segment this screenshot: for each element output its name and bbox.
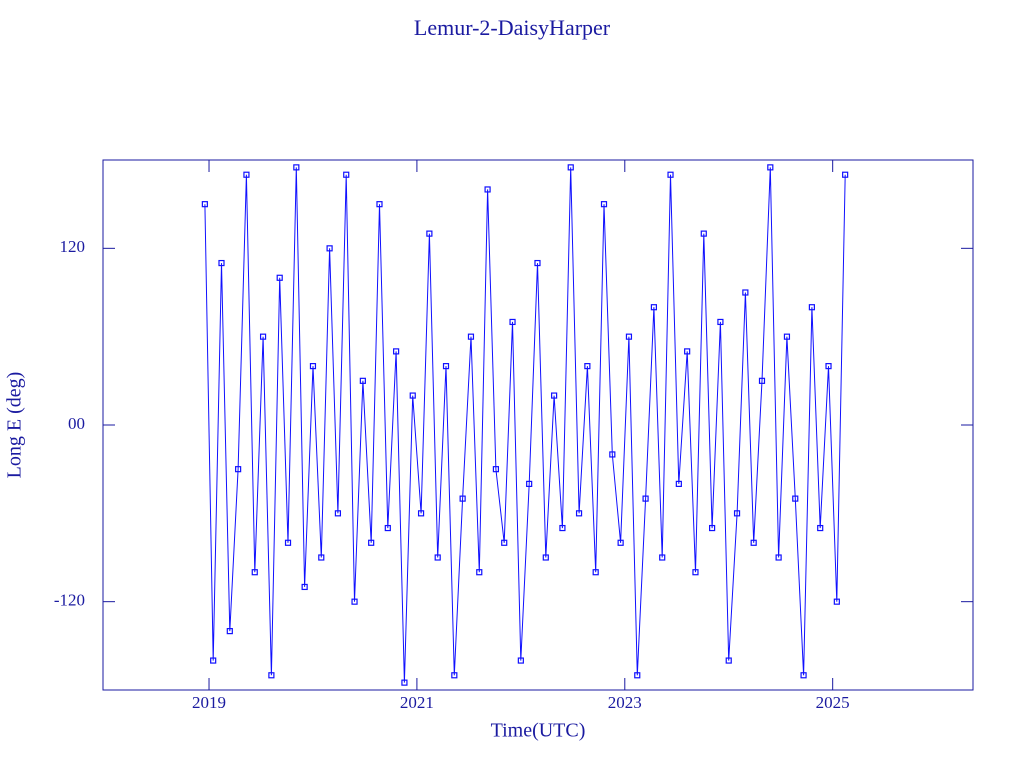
data-point [359, 377, 366, 384]
data-point [617, 539, 624, 546]
chart-title: Lemur-2-DaisyHarper [414, 15, 611, 40]
x-tick-label: 2021 [400, 693, 434, 712]
data-point [517, 657, 524, 664]
data-point [301, 583, 308, 591]
data-point [459, 495, 466, 502]
data-point [426, 230, 433, 237]
data-point [409, 392, 416, 399]
data-point [368, 539, 375, 546]
y-axis-label: Long E (deg) [4, 372, 26, 479]
data-point [534, 259, 541, 267]
data-point [434, 554, 441, 561]
x-axis-label: Time(UTC) [491, 720, 586, 742]
data-point [659, 554, 666, 561]
x-tick-label: 2019 [192, 693, 226, 712]
data-point [218, 259, 225, 267]
data-point [318, 554, 325, 561]
data-point [667, 171, 674, 178]
data-point [417, 510, 425, 517]
data-point [451, 672, 458, 679]
data-point [717, 318, 724, 326]
data-point [575, 510, 583, 517]
data-point [800, 672, 807, 679]
data-point [293, 164, 300, 171]
data-point [758, 377, 766, 384]
data-point [692, 569, 699, 576]
data-point [442, 363, 450, 370]
data-point [484, 186, 491, 193]
data-point [750, 539, 757, 546]
data-point [201, 201, 208, 208]
data-point [276, 274, 283, 281]
data-point [634, 672, 641, 679]
data-point [700, 230, 707, 237]
data-point [767, 164, 774, 171]
y-tick-label: 120 [60, 237, 86, 256]
data-point [268, 672, 275, 679]
data-point [376, 201, 383, 208]
data-point [551, 392, 558, 399]
data-point [467, 333, 475, 340]
data-point [351, 598, 358, 605]
data-point [526, 480, 533, 487]
data-point [625, 333, 633, 340]
data-point [501, 539, 508, 546]
data-point [783, 333, 791, 340]
data-point [259, 333, 267, 340]
data-point [742, 289, 749, 296]
data-point [284, 539, 292, 546]
data-point [733, 510, 741, 517]
data-point [226, 628, 233, 635]
data-point [334, 510, 342, 517]
data-point [210, 657, 217, 664]
data-point [833, 598, 840, 605]
data-point [584, 363, 591, 370]
data-point [817, 524, 824, 532]
data-point [709, 524, 716, 532]
data-point [476, 569, 483, 576]
data-point [825, 363, 832, 370]
data-point [684, 348, 691, 355]
data-point [384, 524, 391, 532]
x-tick-label: 2023 [608, 693, 642, 712]
data-point [725, 657, 732, 664]
x-tick-label: 2025 [816, 693, 850, 712]
data-point [542, 554, 549, 561]
data-point [600, 201, 608, 208]
y-tick-label: 00 [68, 414, 85, 433]
data-point [401, 679, 408, 686]
data-point [775, 554, 782, 561]
data-point [509, 318, 516, 326]
data-point [251, 569, 258, 576]
data-point [650, 304, 657, 311]
data-point [642, 495, 649, 502]
data-line [204, 167, 846, 683]
plot-frame [102, 159, 974, 691]
data-point [808, 304, 815, 311]
data-point [675, 480, 682, 487]
data-point [235, 466, 242, 473]
data-point [559, 524, 566, 532]
data-point [326, 245, 333, 252]
data-point [343, 171, 350, 178]
data-point [842, 171, 849, 178]
data-point [567, 164, 574, 171]
data-point [792, 495, 799, 502]
data-point [609, 451, 616, 458]
data-point [492, 466, 500, 473]
data-point [243, 171, 250, 178]
data-point [393, 348, 400, 355]
data-point [309, 363, 317, 370]
data-point [592, 569, 599, 576]
y-tick-label: -120 [54, 591, 85, 610]
